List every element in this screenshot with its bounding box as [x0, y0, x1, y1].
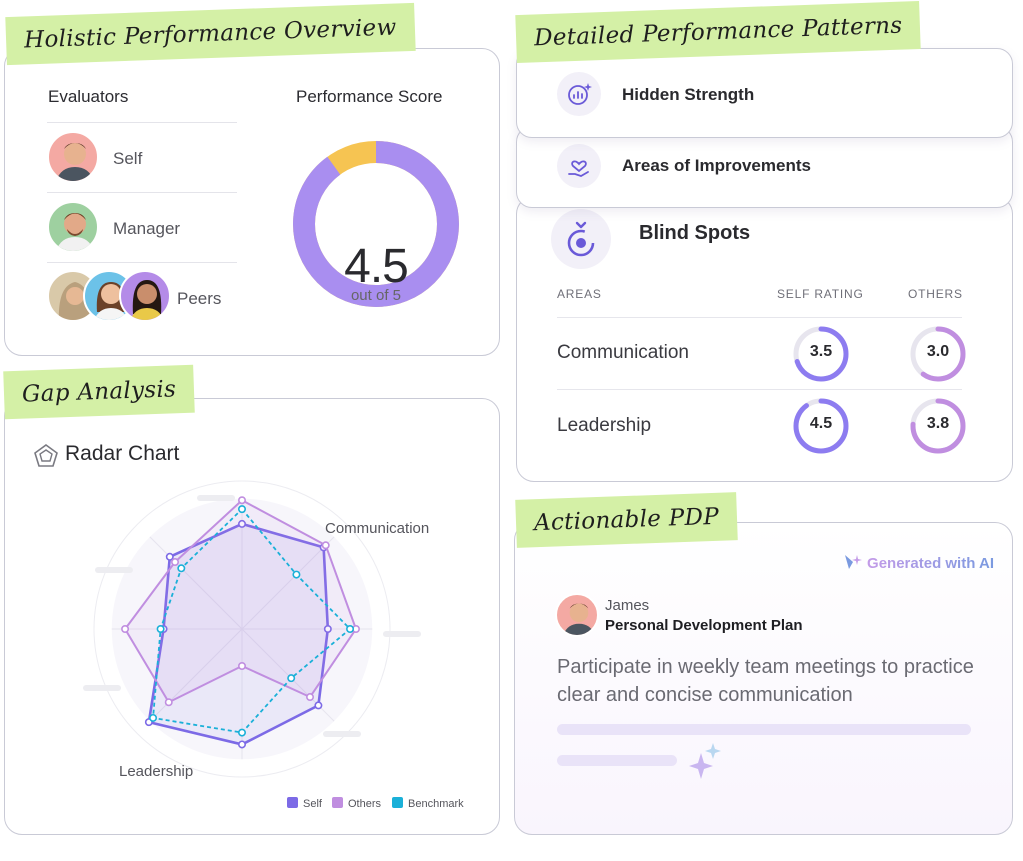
- radar-spoke: [149, 536, 243, 630]
- radar-point-benchmark: [287, 674, 296, 683]
- header-self-rating: SELF RATING: [777, 287, 864, 301]
- chart-sparkle-icon: [557, 72, 601, 116]
- evaluator-label: Peers: [177, 289, 222, 308]
- radar-point-self: [238, 740, 247, 749]
- evaluator-label: Manager: [113, 219, 181, 238]
- legend-swatch: [287, 797, 298, 808]
- hidden-strength-label: Hidden Strength: [622, 85, 755, 104]
- performance-score-donut: [293, 141, 459, 307]
- radar-point-others: [306, 693, 315, 702]
- header-others: OTHERS: [908, 287, 963, 301]
- evaluator-row-manager[interactable]: Manager: [47, 192, 237, 262]
- self-rating-ring: [793, 398, 849, 454]
- radar-point-benchmark: [149, 713, 158, 722]
- radar-axis-placeholder: [383, 631, 421, 637]
- performance-score-title: Performance Score: [296, 87, 443, 106]
- avatar-manager: [47, 201, 99, 253]
- hidden-strength-card[interactable]: Hidden Strength: [516, 48, 1013, 138]
- pdp-text: Participate in weekly team meetings to p…: [557, 656, 974, 706]
- others-rating-ring: [910, 326, 966, 382]
- radar-axis-placeholder: [95, 567, 133, 573]
- pdp-tag: Actionable PDP: [515, 492, 738, 548]
- radar-chart-title: Radar Chart: [65, 442, 180, 465]
- radar-point-others: [321, 541, 330, 550]
- radar-point-benchmark: [238, 505, 247, 514]
- radar-point-benchmark: [238, 728, 247, 737]
- others-rating-ring: [910, 398, 966, 454]
- evaluator-label: Self: [113, 149, 143, 168]
- evaluators-title: Evaluators: [48, 87, 129, 106]
- radar-point-others: [171, 558, 180, 567]
- others-rating-value: 3.0: [926, 343, 950, 360]
- radar-point-benchmark: [292, 570, 301, 579]
- pdp-user-name: James: [605, 597, 650, 614]
- radar-spoke: [241, 536, 335, 630]
- radar-point-others: [121, 625, 130, 634]
- gap-analysis-tag: Gap Analysis: [3, 364, 195, 420]
- legend-benchmark: Benchmark: [392, 797, 464, 810]
- self-rating-value: 3.5: [809, 343, 833, 360]
- generated-with-ai-badge: Generated with AI: [843, 553, 994, 572]
- radar-point-benchmark: [177, 564, 186, 573]
- evaluator-row-peers[interactable]: Peers: [47, 262, 237, 332]
- areas-of-improvements-card[interactable]: Areas of Improvements: [516, 126, 1013, 208]
- legend-swatch: [332, 797, 343, 808]
- radar-point-self: [238, 519, 247, 528]
- evaluator-row-self[interactable]: Self: [47, 122, 237, 192]
- radar-axis-placeholder: [83, 685, 121, 691]
- pdp-plan-title: Personal Development Plan: [605, 617, 803, 634]
- header-areas: AREAS: [557, 287, 602, 301]
- performance-score-value: 4.5: [344, 240, 409, 293]
- eye-target-icon: [551, 209, 611, 269]
- areas-of-improvements-label: Areas of Improvements: [622, 156, 811, 175]
- radar-point-others: [164, 698, 173, 707]
- radar-point-self: [165, 552, 174, 561]
- radar-point-benchmark: [346, 625, 355, 634]
- divider: [557, 317, 962, 318]
- axis-label-leadership: Leadership: [119, 763, 193, 780]
- legend-self: Self: [287, 797, 322, 810]
- radar-point-self: [323, 625, 332, 634]
- ai-sparkle-icon: [845, 555, 863, 569]
- axis-label-communication: Communication: [325, 520, 429, 537]
- avatar-james: [555, 593, 599, 637]
- donut-fill: [293, 141, 459, 307]
- placeholder-bar: [557, 724, 971, 735]
- area-communication: Communication: [557, 342, 689, 363]
- legend-others: Others: [332, 797, 381, 810]
- avatar-self: [47, 131, 99, 183]
- sparkle-icon: [685, 741, 725, 786]
- others-rating-value: 3.8: [926, 415, 950, 432]
- radar-outer-ring: [93, 480, 391, 778]
- avatar-peer-3: [119, 270, 171, 322]
- divider: [557, 389, 962, 390]
- self-rating-ring: [793, 326, 849, 382]
- radar-point-self: [314, 701, 323, 710]
- holistic-overview-card: Evaluators Performance Score Self Manage…: [4, 48, 500, 356]
- blind-spots-title: Blind Spots: [639, 222, 751, 244]
- pentagon-icon: [33, 443, 59, 474]
- radar-point-others: [238, 661, 247, 670]
- self-rating-value: 4.5: [809, 415, 833, 432]
- heart-hand-icon: [557, 144, 601, 188]
- placeholder-bar: [557, 755, 677, 766]
- performance-score-suffix: out of 5: [350, 287, 402, 304]
- blind-spots-card[interactable]: Blind Spots AREAS SELF RATING OTHERS Com…: [516, 196, 1013, 482]
- radar-point-others: [238, 496, 247, 505]
- radar-spoke: [149, 628, 243, 722]
- radar-axis-placeholder: [197, 495, 235, 501]
- radar-axis-placeholder: [323, 731, 361, 737]
- area-leadership: Leadership: [557, 415, 652, 436]
- radar-chart: Communication Leadership: [83, 480, 429, 780]
- radar-point-benchmark: [156, 625, 165, 634]
- gap-analysis-card: Radar Chart Communication Leadership Sel…: [4, 398, 500, 835]
- legend-swatch: [392, 797, 403, 808]
- pdp-card: Generated with AI James Personal Develop…: [514, 522, 1013, 835]
